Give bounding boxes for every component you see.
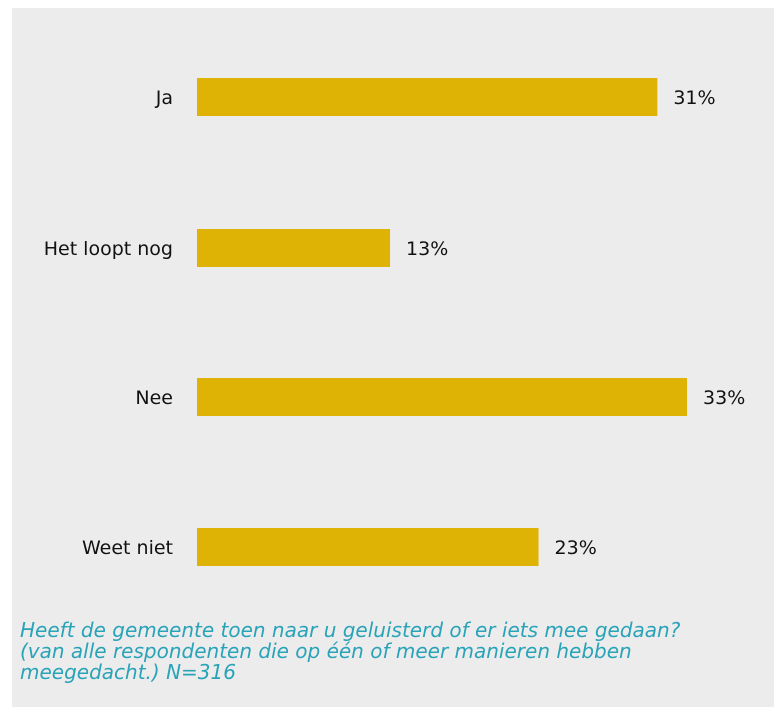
category-label: Het loopt nog bbox=[44, 238, 173, 260]
bar bbox=[197, 229, 391, 267]
category-label: Weet niet bbox=[82, 537, 173, 559]
chart-panel bbox=[12, 8, 774, 707]
caption-line-2: (van alle respondenten die op één of mee… bbox=[20, 639, 632, 663]
value-label: 33% bbox=[703, 387, 745, 409]
chart-caption: Heeft de gemeente toen naar u geluisterd… bbox=[20, 620, 740, 683]
caption-line-3: meegedacht.) N=316 bbox=[20, 660, 236, 684]
caption-line-1: Heeft de gemeente toen naar u geluisterd… bbox=[20, 618, 681, 642]
value-label: 31% bbox=[673, 87, 715, 109]
bar bbox=[197, 378, 688, 416]
bar-chart: Ja 31% Het loopt nog 13% Nee 33% Weet niet 23% bbox=[44, 78, 745, 566]
value-label: 13% bbox=[406, 238, 448, 260]
bar bbox=[197, 528, 539, 566]
value-label: 23% bbox=[555, 537, 597, 559]
category-label: Nee bbox=[135, 387, 173, 409]
bar bbox=[197, 78, 658, 116]
category-label: Ja bbox=[155, 87, 173, 109]
